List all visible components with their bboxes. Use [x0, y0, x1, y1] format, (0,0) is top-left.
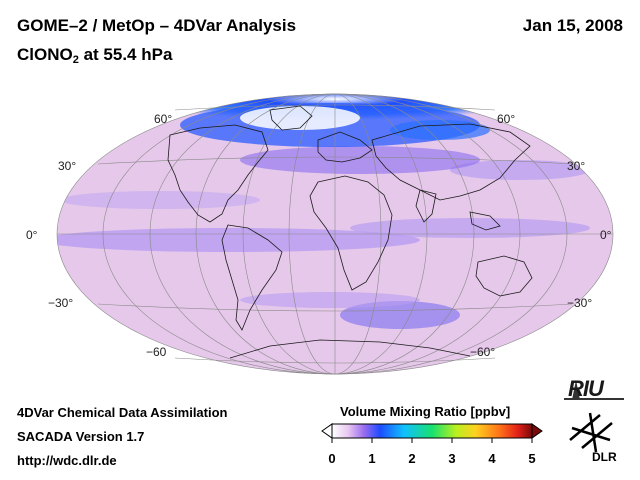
colorbar-tick-5: 5 — [528, 451, 536, 466]
lat-label-right-minus60: −60° — [470, 345, 496, 359]
dlr-logo-text: DLR — [592, 450, 617, 464]
dlr-logo-icon — [569, 412, 613, 453]
lat-label-left-30: 30° — [58, 159, 77, 173]
riu-logo-text: RIU — [568, 376, 604, 401]
colorbar-title: Volume Mixing Ratio [ppbv] — [340, 404, 511, 419]
map-title: GOME–2 / MetOp – 4DVar Analysis — [17, 16, 297, 35]
map-subtitle: ClONO2 at 55.4 hPa — [17, 45, 173, 66]
analysis-date: Jan 15, 2008 — [522, 16, 623, 35]
lat-label-right-minus30: −30° — [567, 296, 593, 310]
riu-logo-icon — [564, 380, 624, 400]
colorbar-tick-0: 0 — [328, 451, 336, 466]
lat-label-left-minus30: −30° — [48, 296, 74, 310]
footer-line1: 4DVar Chemical Data Assimilation — [17, 405, 228, 420]
footer-url: http://wdc.dlr.de — [17, 453, 117, 468]
colorbar-tick-3: 3 — [448, 451, 456, 466]
coastlines — [167, 105, 533, 359]
graticule — [56, 93, 614, 375]
colorbar-tick-2: 2 — [408, 451, 416, 466]
lat-label-right-60: 60° — [497, 112, 516, 126]
colorbar-tick-4: 4 — [488, 451, 496, 466]
lat-label-left-minus60: −60 — [146, 345, 167, 359]
lat-label-left-0: 0° — [26, 228, 38, 242]
footer-line2: SACADA Version 1.7 — [17, 429, 145, 444]
lat-label-left-60: 60° — [154, 112, 173, 126]
colorbar-tick-1: 1 — [368, 451, 376, 466]
lat-label-right-30: 30° — [567, 159, 586, 173]
colorbar — [321, 423, 543, 443]
lat-label-right-0: 0° — [600, 228, 612, 242]
